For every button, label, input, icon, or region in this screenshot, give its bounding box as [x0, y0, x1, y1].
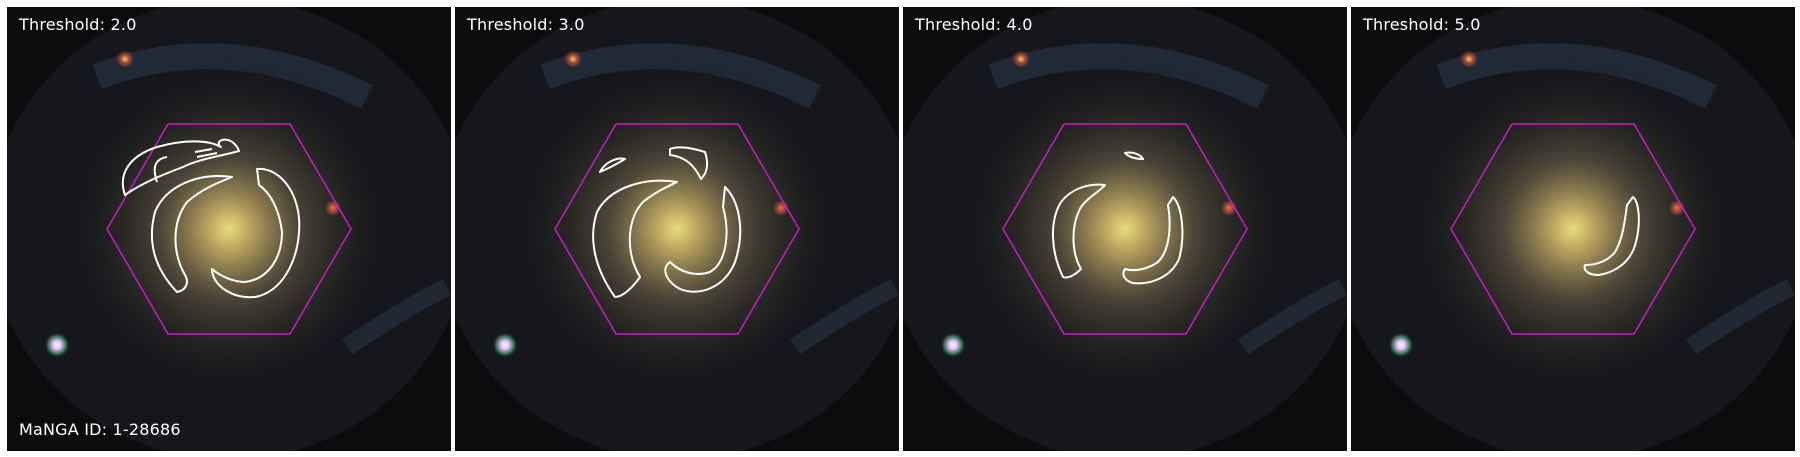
image-panel-threshold-5: Threshold: 5.0: [1351, 7, 1795, 451]
contour-lines: [1583, 196, 1640, 276]
threshold-label: Threshold: 3.0: [467, 15, 585, 34]
threshold-label: Threshold: 2.0: [19, 15, 137, 34]
hexagon-outline: [106, 123, 352, 335]
galaxy-id-label: MaNGA ID: 1-28686: [19, 420, 181, 439]
image-panel-threshold-4: Threshold: 4.0: [903, 7, 1347, 451]
image-panel-threshold-2: Threshold: 2.0 MaNGA ID: 1-28686: [7, 7, 451, 451]
hexagon-outline: [1002, 123, 1248, 335]
image-panel-threshold-3: Threshold: 3.0: [455, 7, 899, 451]
galaxy-image: [455, 7, 899, 451]
contour-lines: [592, 146, 742, 298]
threshold-label: Threshold: 4.0: [915, 15, 1033, 34]
threshold-label: Threshold: 5.0: [1363, 15, 1481, 34]
hexagon-outline: [1450, 123, 1696, 335]
galaxy-image: [1351, 7, 1795, 451]
galaxy-image: [903, 7, 1347, 451]
galaxy-image: [7, 7, 451, 451]
contour-lines: [121, 138, 301, 299]
contour-lines: [1052, 151, 1184, 285]
hexagon-outline: [554, 123, 800, 335]
